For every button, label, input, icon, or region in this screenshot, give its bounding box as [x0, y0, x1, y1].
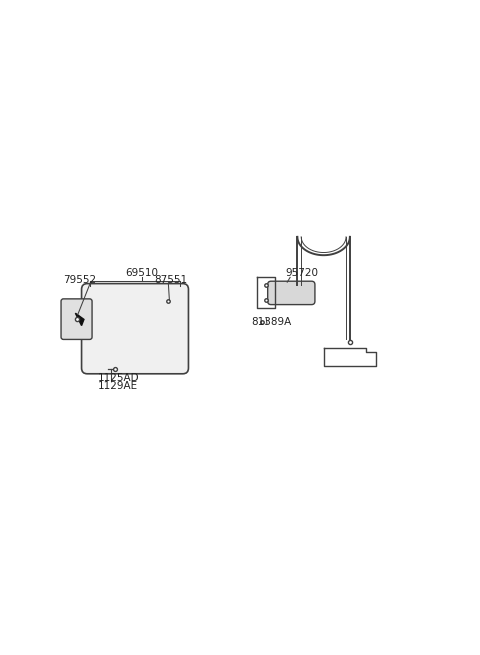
- Text: 69510: 69510: [126, 268, 159, 278]
- Text: 95720: 95720: [286, 268, 319, 278]
- Text: 79552: 79552: [63, 275, 96, 285]
- Polygon shape: [75, 313, 84, 326]
- Text: 1129AE: 1129AE: [98, 381, 138, 391]
- FancyBboxPatch shape: [268, 281, 315, 305]
- Text: 81389A: 81389A: [251, 317, 291, 327]
- FancyBboxPatch shape: [82, 284, 189, 374]
- Text: 1125AD: 1125AD: [97, 373, 139, 383]
- FancyBboxPatch shape: [61, 299, 92, 339]
- Text: 87551: 87551: [154, 275, 187, 285]
